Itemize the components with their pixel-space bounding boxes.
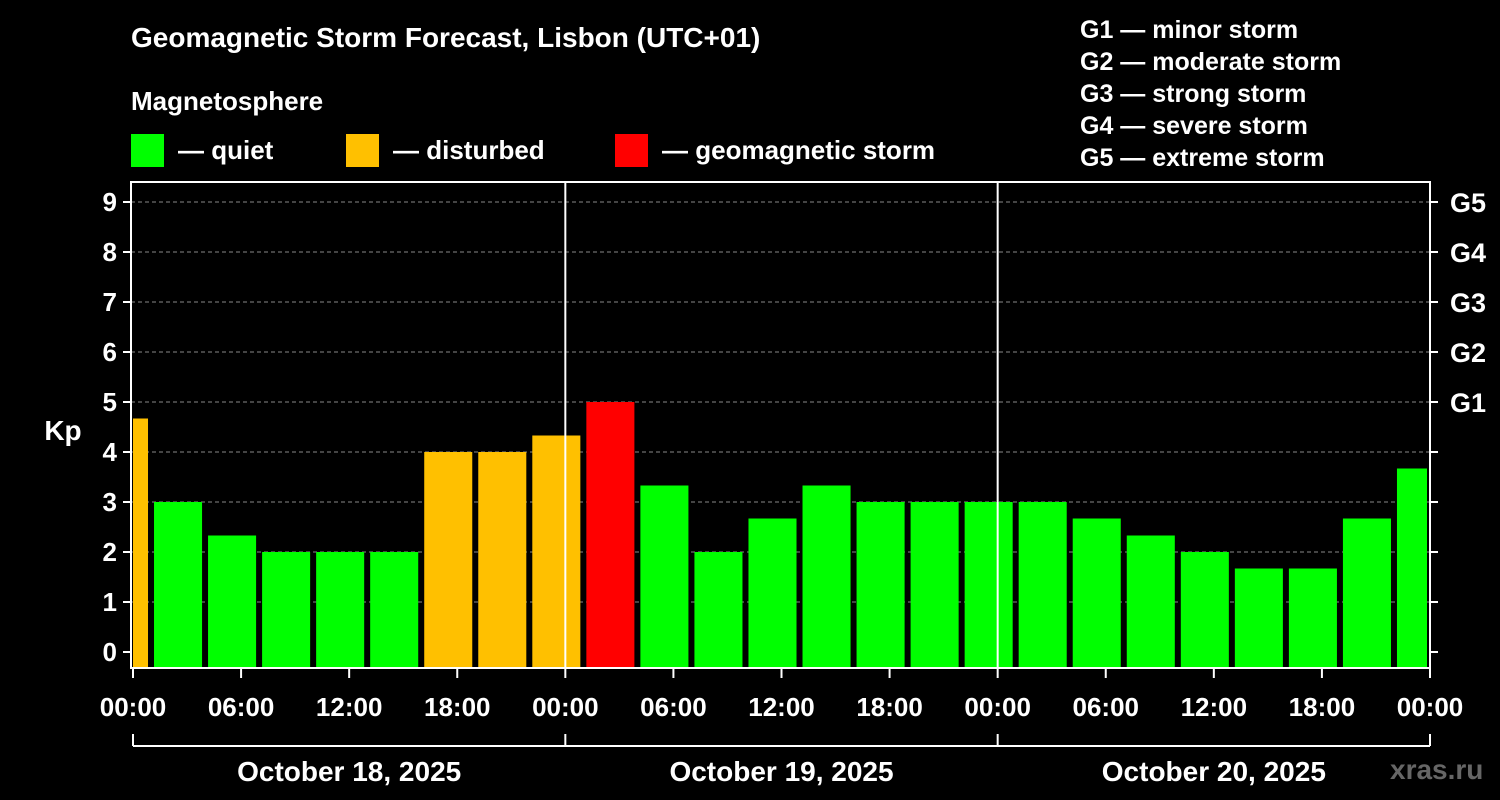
x-tick-label: 00:00 <box>1397 692 1464 722</box>
y-tick-label: 3 <box>103 487 117 517</box>
kp-bar <box>910 502 959 668</box>
x-tick-label: 12:00 <box>316 692 383 722</box>
kp-bar <box>208 535 257 668</box>
kp-bar <box>640 485 689 668</box>
kp-bar <box>1288 568 1337 668</box>
watermark: xras.ru <box>1390 754 1484 785</box>
x-tick-label: 18:00 <box>1289 692 1356 722</box>
day-label: October 20, 2025 <box>1102 756 1326 787</box>
legend-swatch-storm <box>615 133 648 167</box>
kp-bar <box>1018 502 1067 668</box>
storm-scale-legend: G1 — minor storm G2 — moderate storm G3 … <box>1080 14 1341 174</box>
kp-bar <box>748 518 797 668</box>
storm-scale-g2: G2 — moderate storm <box>1080 48 1342 76</box>
kp-bar <box>478 452 527 668</box>
kp-bar <box>133 418 149 668</box>
storm-scale-g3: G3 — strong storm <box>1080 80 1307 108</box>
storm-scale-g1: G1 — minor storm <box>1080 16 1299 44</box>
legend-label-quiet: — quiet <box>178 134 274 165</box>
y-tick-label: 6 <box>103 337 117 367</box>
x-tick-label: 12:00 <box>748 692 815 722</box>
y-tick-label: 5 <box>103 387 117 417</box>
y-tick-label: 8 <box>103 237 117 267</box>
legend-label-storm: — geomagnetic storm <box>662 134 936 165</box>
x-tick-label: 06:00 <box>208 692 275 722</box>
chart-title: Geomagnetic Storm Forecast, Lisbon (UTC+… <box>131 22 761 53</box>
kp-bar <box>964 502 1013 668</box>
kp-bar <box>154 502 203 668</box>
legend-item-disturbed: — disturbed <box>346 133 545 167</box>
kp-bar <box>1342 518 1391 668</box>
kp-bar <box>856 502 905 668</box>
kp-bar <box>694 552 743 668</box>
kp-bar <box>532 435 581 668</box>
x-tick-label: 18:00 <box>424 692 491 722</box>
y-tick-label: 2 <box>103 537 117 567</box>
kp-bar <box>316 552 365 668</box>
legend-label-disturbed: — disturbed <box>393 134 545 165</box>
legend-swatch-quiet <box>131 133 164 167</box>
g-scale-label: G2 <box>1450 338 1486 368</box>
g-scale-label: G1 <box>1450 388 1486 418</box>
y-axis-label: Kp <box>44 415 81 446</box>
day-label: October 18, 2025 <box>237 756 461 787</box>
x-tick-label: 06:00 <box>1073 692 1140 722</box>
y-tick-label: 7 <box>103 287 117 317</box>
kp-bar <box>370 552 419 668</box>
x-tick-label: 00:00 <box>100 692 167 722</box>
x-tick-label: 00:00 <box>964 692 1031 722</box>
day-label: October 19, 2025 <box>669 756 893 787</box>
x-tick-label: 00:00 <box>532 692 599 722</box>
y-tick-label: 1 <box>103 587 117 617</box>
x-tick-label: 18:00 <box>856 692 923 722</box>
storm-scale-g5: G5 — extreme storm <box>1080 144 1325 172</box>
g-scale-label: G5 <box>1450 188 1486 218</box>
y-tick-label: 9 <box>103 187 117 217</box>
g-scale-label: G3 <box>1450 288 1486 318</box>
legend-title: Magnetosphere <box>131 86 324 116</box>
kp-bar <box>802 485 851 668</box>
y-tick-label: 0 <box>103 637 117 667</box>
kp-bar <box>1234 568 1283 668</box>
x-tick-label: 06:00 <box>640 692 707 722</box>
legend-item-quiet: — quiet <box>131 133 273 167</box>
kp-bar <box>424 452 473 668</box>
kp-bar <box>1072 518 1121 668</box>
legend-item-storm: — geomagnetic storm <box>615 133 935 167</box>
kp-bar <box>1126 535 1175 668</box>
y-tick-label: 4 <box>103 437 118 467</box>
legend-swatch-disturbed <box>346 133 379 167</box>
kp-bar <box>262 552 311 668</box>
storm-scale-g4: G4 — severe storm <box>1080 112 1308 140</box>
kp-bar <box>1180 552 1229 668</box>
x-tick-label: 12:00 <box>1181 692 1248 722</box>
kp-bar <box>586 402 635 668</box>
kp-bar <box>1396 468 1427 668</box>
g-scale-label: G4 <box>1450 238 1486 268</box>
